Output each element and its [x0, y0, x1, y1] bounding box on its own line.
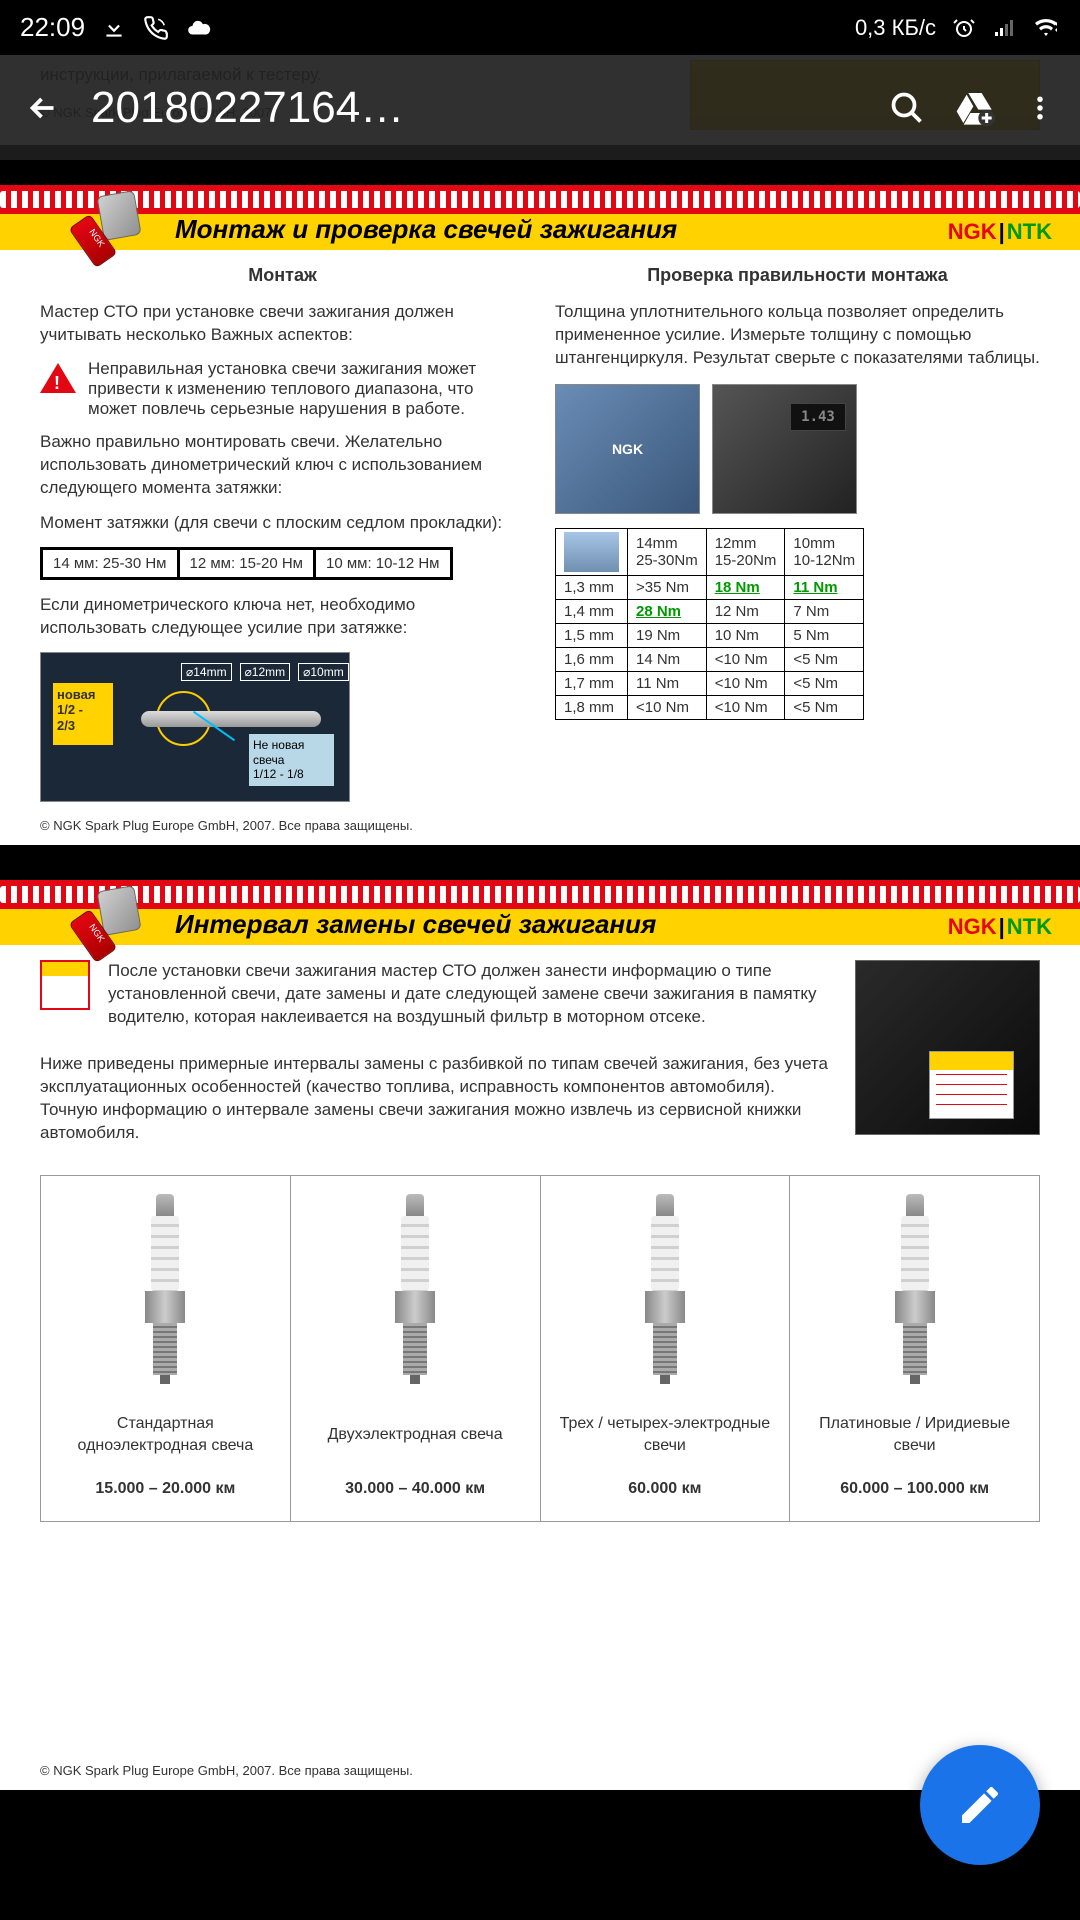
download-icon	[101, 15, 127, 41]
document-viewport[interactable]: инструкции, прилагаемой к тестеру. © NGK…	[0, 55, 1080, 1920]
status-time: 22:09	[20, 12, 85, 43]
signal-icon	[992, 16, 1016, 40]
plug-type-cell: Стандартная одноэлектродная свеча 15.000 …	[41, 1176, 291, 1522]
edit-fab[interactable]	[920, 1745, 1040, 1865]
spark-plug-icon	[890, 1194, 940, 1384]
warning-icon	[40, 363, 76, 393]
page-title: Интервал замены свечей зажигания	[175, 909, 656, 940]
para: Важно правильно монтировать свечи. Желат…	[40, 431, 525, 500]
cloud-icon	[185, 15, 213, 41]
copyright: © NGK Spark Plug Europe GmbH, 2007. Все …	[40, 1763, 413, 1778]
alarm-icon	[952, 16, 976, 40]
right-col-title: Проверка правильности монтажа	[555, 265, 1040, 286]
drive-add-icon[interactable]	[955, 88, 995, 128]
copyright: © NGK Spark Plug Europe GmbH, 2007. Все …	[40, 818, 413, 833]
search-icon[interactable]	[889, 90, 925, 126]
pencil-icon	[956, 1781, 1004, 1829]
plug-name: Двухэлектродная свеча	[301, 1402, 530, 1468]
plug-name: Платиновые / Иридиевые свечи	[800, 1402, 1029, 1468]
brand-logo: NGK|NTK	[940, 214, 1060, 250]
status-net: 0,3 КБ/с	[855, 15, 936, 41]
app-toolbar: 20180227164…	[0, 55, 1080, 160]
brand-logo: NGK|NTK	[940, 909, 1060, 945]
page-header: NGK Интервал замены свечей зажигания NGK…	[0, 880, 1080, 945]
zipper-icon: NGK	[75, 193, 160, 265]
plug-interval: 15.000 – 20.000 км	[51, 1478, 280, 1500]
zipper-icon: NGK	[75, 888, 160, 960]
left-col-title: Монтаж	[40, 265, 525, 286]
status-bar: 22:09 0,3 КБ/с	[0, 0, 1080, 55]
plug-type-cell: Двухэлектродная свеча 30.000 – 40.000 км	[291, 1176, 541, 1522]
spark-plug-photo: NGK	[555, 384, 700, 514]
page-title: Монтаж и проверка свечей зажигания	[175, 214, 677, 245]
spark-plug-icon	[140, 1194, 190, 1384]
page-header: NGK Монтаж и проверка свечей зажигания N…	[0, 185, 1080, 250]
spark-plug-types-row: Стандартная одноэлектродная свеча 15.000 …	[40, 1175, 1040, 1523]
plug-interval: 60.000 км	[551, 1478, 780, 1500]
para: Толщина уплотнительного кольца позволяет…	[555, 301, 1040, 370]
plug-name: Стандартная одноэлектродная свеча	[51, 1402, 280, 1468]
plug-type-cell: Трех / четырех-электродные свечи 60.000 к…	[541, 1176, 791, 1522]
engine-photo	[855, 960, 1040, 1135]
plug-interval: 60.000 – 100.000 км	[800, 1478, 1029, 1500]
para: Мастер СТО при установке свечи зажигания…	[40, 301, 525, 347]
para: Если динометрического ключа нет, необход…	[40, 594, 525, 640]
torque-table: 14mm25-30Nm12mm15-20Nm10mm10-12Nm 1,3 mm…	[555, 528, 864, 720]
toolbar-title: 20180227164…	[91, 83, 859, 133]
right-column: Проверка правильности монтажа Толщина уп…	[555, 265, 1040, 802]
plug-name: Трех / четырех-электродные свечи	[551, 1402, 780, 1468]
sticker-icon	[40, 960, 90, 1010]
spark-plug-icon	[390, 1194, 440, 1384]
document-page-2: NGK Интервал замены свечей зажигания NGK…	[0, 880, 1080, 1790]
plug-interval: 30.000 – 40.000 км	[301, 1478, 530, 1500]
torque-spec-boxes: 14 мм: 25-30 Нм12 мм: 15-20 Нм10 мм: 10-…	[40, 547, 453, 580]
para: Момент затяжки (для свечи с плоским седл…	[40, 512, 525, 535]
document-page-1: NGK Монтаж и проверка свечей зажигания N…	[0, 185, 1080, 845]
left-column: Монтаж Мастер СТО при установке свечи за…	[40, 265, 525, 802]
wifi-icon	[1032, 16, 1060, 40]
spark-plug-icon	[640, 1194, 690, 1384]
warning-text: Неправильная установка свечи зажигания м…	[88, 359, 525, 419]
more-icon[interactable]	[1025, 90, 1055, 126]
wrench-diagram: ⌀14mm⌀12mm⌀10mm новая1/2 -2/3 Не новаясв…	[40, 652, 350, 802]
back-icon[interactable]	[25, 90, 61, 126]
plug-type-cell: Платиновые / Иридиевые свечи 60.000 – 100…	[790, 1176, 1039, 1522]
para: Ниже приведены примерные интервалы замен…	[40, 1053, 837, 1145]
para: После установки свечи зажигания мастер С…	[108, 960, 837, 1029]
caliper-photo: 1.43	[712, 384, 857, 514]
phone-icon	[143, 15, 169, 41]
